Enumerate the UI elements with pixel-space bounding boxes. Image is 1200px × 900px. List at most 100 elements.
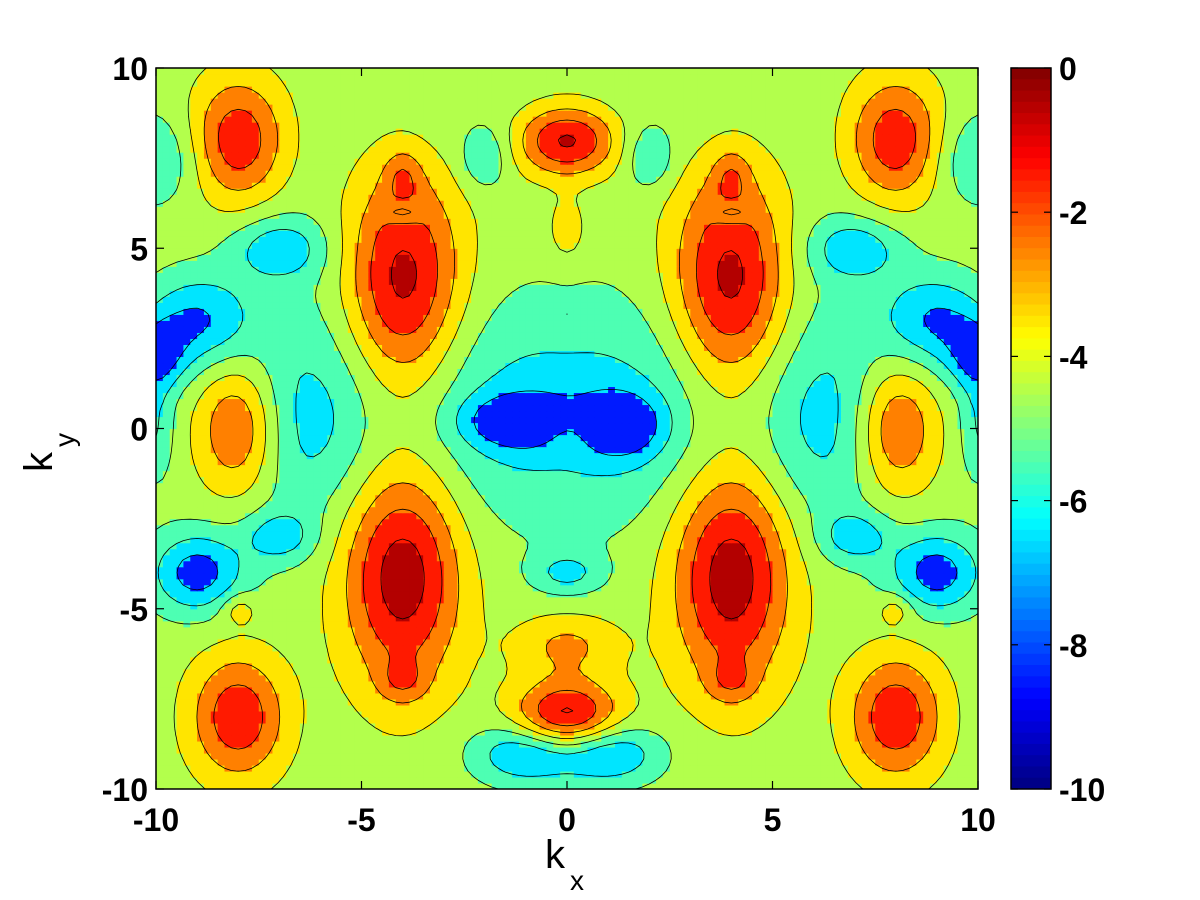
contour-cell (539, 722, 548, 730)
contour-cell (971, 704, 978, 712)
contour-cell (957, 554, 965, 562)
contour-cell (717, 686, 726, 694)
contour-cell (943, 746, 952, 754)
contour-cell (779, 764, 787, 772)
contour-cell (560, 680, 568, 688)
contour-cell (902, 764, 911, 772)
contour-cell (888, 734, 897, 742)
contour-cell (567, 620, 575, 628)
contour-cell (971, 650, 978, 658)
contour-cell (293, 692, 301, 700)
contour-cell (724, 782, 732, 789)
contour-cell (594, 608, 602, 616)
contour-cell (265, 758, 274, 766)
contour-cell (375, 536, 383, 544)
contour-cell (813, 632, 822, 640)
contour-cell (265, 668, 274, 676)
contour-cell (745, 734, 753, 742)
contour-cell (484, 626, 493, 634)
contour-cell (553, 650, 561, 658)
contour-cell (190, 626, 198, 634)
contour-cell (854, 584, 863, 592)
contour-cell (258, 770, 267, 778)
contour-cell (820, 566, 828, 574)
contour-cell (361, 758, 369, 766)
contour-cell (368, 560, 376, 568)
contour-cell (594, 560, 602, 568)
contour-cell (779, 710, 787, 718)
contour-cell (841, 722, 849, 730)
contour-cell (272, 722, 280, 730)
contour-cell (704, 626, 712, 634)
contour-cell (402, 776, 411, 784)
contour-cell (382, 584, 390, 592)
contour-cell (827, 596, 835, 604)
contour-cell (464, 578, 472, 586)
contour-cell (560, 566, 568, 574)
contour-cell (820, 578, 828, 586)
contour-cell (436, 572, 445, 580)
contour-cell (354, 668, 363, 676)
contour-cell (882, 686, 890, 694)
contour-cell (888, 578, 897, 586)
contour-cell (539, 680, 548, 688)
contour-cell (847, 596, 856, 604)
contour-cell (834, 656, 842, 664)
contour-cell (334, 680, 342, 688)
contour-cell (416, 554, 424, 562)
contour-cell (628, 698, 637, 706)
contour-cell (882, 776, 890, 784)
contour-cell (834, 740, 842, 748)
contour-cell (313, 668, 321, 676)
contour-cell (834, 668, 842, 676)
contour-cell (841, 560, 849, 568)
contour-cell (573, 686, 582, 694)
contour-cell (464, 740, 472, 748)
contour-cell (327, 698, 335, 706)
contour-cell (916, 638, 924, 646)
contour-cell (683, 668, 691, 676)
contour-cell (567, 710, 575, 718)
contour-cell (745, 590, 753, 598)
contour-cell (498, 698, 506, 706)
contour-cell (635, 596, 643, 604)
contour-cell (649, 638, 657, 646)
contour-cell (176, 614, 184, 622)
contour-cell (320, 602, 328, 610)
contour-cell (519, 596, 527, 604)
contour-cell (484, 686, 493, 694)
contour-cell (676, 608, 685, 616)
contour-cell (772, 764, 780, 772)
contour-cell (176, 674, 184, 682)
contour-cell (580, 560, 589, 568)
contour-cell (930, 728, 938, 736)
contour-cell (717, 644, 726, 652)
contour-cell (923, 656, 931, 664)
contour-cell (313, 584, 321, 592)
contour-cell (656, 710, 664, 718)
contour-cell (793, 674, 801, 682)
contour-cell (340, 698, 349, 706)
contour-cell (505, 770, 513, 778)
contour-cell (210, 620, 219, 628)
contour-cell (525, 692, 534, 700)
contour-cell (388, 584, 397, 592)
contour-cell (669, 638, 678, 646)
contour-cell (293, 602, 301, 610)
contour-cell (546, 638, 554, 646)
contour-cell (272, 710, 280, 718)
contour-cell (450, 650, 458, 658)
contour-cell (436, 746, 445, 754)
contour-cell (964, 734, 972, 742)
contour-cell (854, 752, 863, 760)
contour-cell (443, 590, 452, 598)
contour-cell (471, 686, 479, 694)
contour-cell (532, 704, 541, 712)
contour-cell (327, 776, 335, 784)
contour-cell (813, 698, 822, 706)
contour-cell (930, 746, 938, 754)
contour-cell (293, 548, 301, 556)
contour-cell (758, 614, 767, 622)
contour-cell (628, 704, 637, 712)
contour-cell (471, 704, 479, 712)
